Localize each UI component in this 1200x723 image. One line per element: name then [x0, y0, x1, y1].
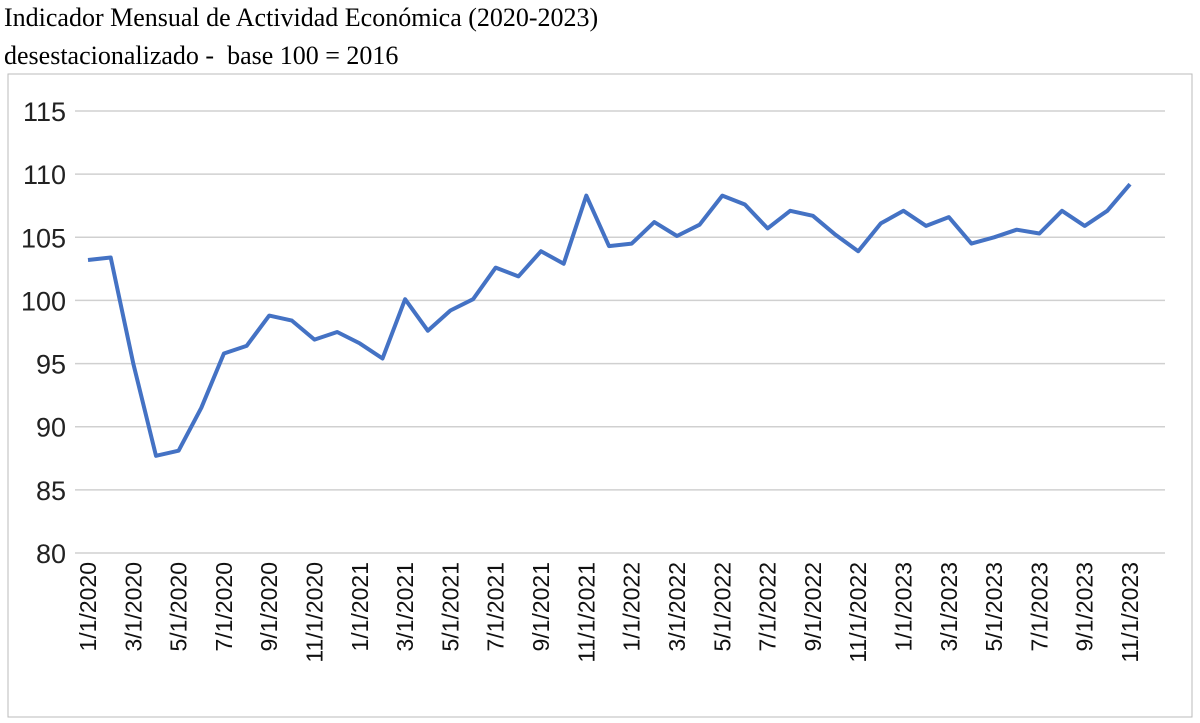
x-tick-label: 11/1/2020 — [302, 562, 328, 663]
y-tick-label: 100 — [21, 286, 66, 316]
x-tick-label: 3/1/2020 — [120, 562, 146, 652]
x-tick-label: 9/1/2020 — [256, 562, 282, 652]
x-tick-label: 9/1/2023 — [1072, 562, 1098, 652]
y-tick-label: 115 — [23, 97, 66, 127]
x-tick-label: 11/1/2023 — [1117, 562, 1143, 663]
y-tick-label: 85 — [36, 476, 66, 506]
x-tick-label: 1/1/2022 — [619, 562, 645, 652]
x-tick-label: 1/1/2023 — [890, 562, 916, 652]
x-tick-label: 9/1/2021 — [528, 562, 554, 652]
x-tick-label: 5/1/2022 — [709, 562, 735, 652]
x-tick-label: 5/1/2023 — [981, 562, 1007, 652]
x-tick-label: 5/1/2020 — [166, 562, 192, 652]
x-tick-label: 1/1/2021 — [347, 562, 373, 652]
x-tick-label: 11/1/2022 — [845, 562, 871, 663]
x-tick-label: 3/1/2022 — [664, 562, 690, 652]
y-tick-label: 80 — [36, 539, 66, 569]
plot-frame — [7, 73, 1193, 718]
y-tick-label: 95 — [36, 350, 66, 380]
x-tick-label: 5/1/2021 — [437, 562, 463, 652]
x-tick-label: 3/1/2021 — [392, 562, 418, 652]
x-tick-label: 7/1/2021 — [483, 562, 509, 652]
x-tick-label: 9/1/2022 — [800, 562, 826, 652]
chart-title: Indicador Mensual de Actividad Económica… — [4, 3, 598, 32]
x-tick-label: 1/1/2020 — [75, 562, 101, 652]
chart-subtitle: desestacionalizado - base 100 = 2016 — [4, 41, 398, 70]
x-tick-label: 7/1/2020 — [211, 562, 237, 652]
x-tick-label: 11/1/2021 — [573, 562, 599, 663]
x-tick-label: 7/1/2023 — [1026, 562, 1052, 652]
x-tick-label: 3/1/2023 — [936, 562, 962, 652]
data-line — [87, 182, 1132, 458]
y-tick-label: 105 — [21, 223, 66, 253]
x-tick-label: 7/1/2022 — [755, 562, 781, 652]
y-tick-label: 110 — [23, 160, 66, 190]
y-tick-label: 90 — [36, 413, 66, 443]
